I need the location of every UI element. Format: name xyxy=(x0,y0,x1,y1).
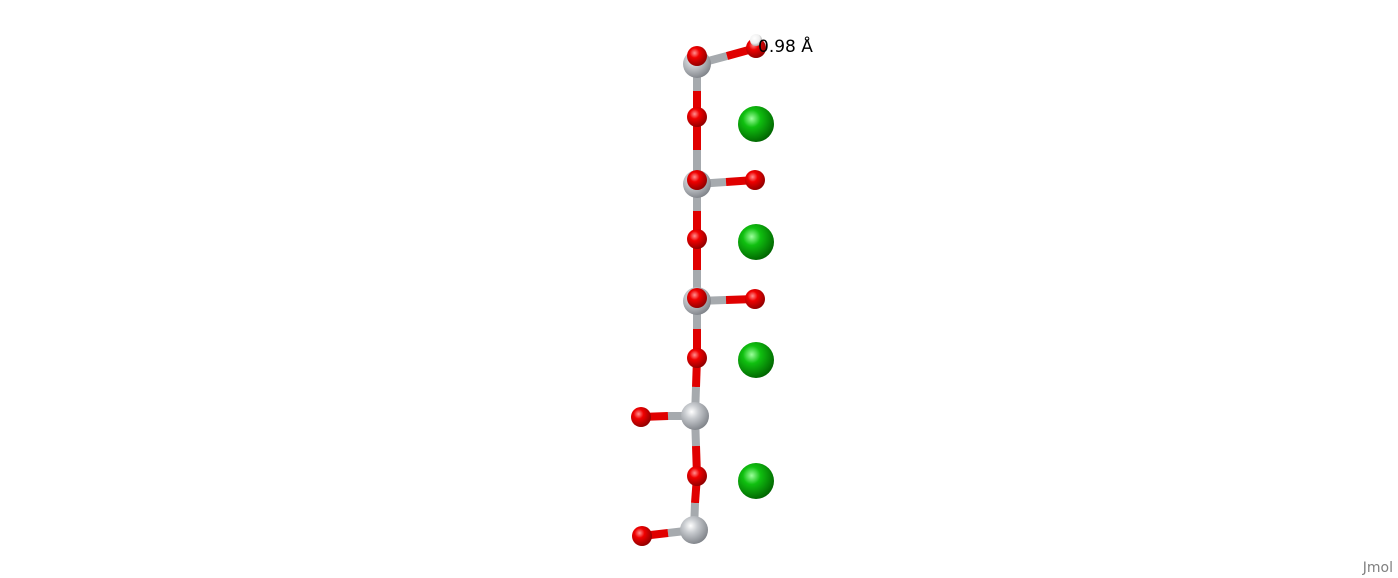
atom-carbon[interactable] xyxy=(680,516,708,544)
atom-calcium[interactable] xyxy=(738,224,774,260)
atom-carbon[interactable] xyxy=(681,402,709,430)
atom-calcium[interactable] xyxy=(738,342,774,378)
atom-oxygen[interactable] xyxy=(687,229,707,249)
atom-oxygen[interactable] xyxy=(687,348,707,368)
atom-oxygen[interactable] xyxy=(687,170,707,190)
atom-calcium[interactable] xyxy=(738,106,774,142)
bond-distance-label: 0.98 Å xyxy=(758,37,813,57)
atom-oxygen[interactable] xyxy=(687,107,707,127)
jmol-watermark: Jmol xyxy=(1362,560,1393,576)
calcium-atoms xyxy=(738,106,774,499)
atom-oxygen[interactable] xyxy=(745,289,765,309)
atom-oxygen[interactable] xyxy=(745,170,765,190)
atom-oxygen[interactable] xyxy=(687,288,707,308)
atom-oxygen[interactable] xyxy=(632,526,652,546)
atom-oxygen[interactable] xyxy=(631,407,651,427)
atom-oxygen[interactable] xyxy=(687,466,707,486)
atom-calcium[interactable] xyxy=(738,463,774,499)
atom-hydrogen[interactable] xyxy=(750,34,762,46)
atom-oxygen[interactable] xyxy=(687,46,707,66)
